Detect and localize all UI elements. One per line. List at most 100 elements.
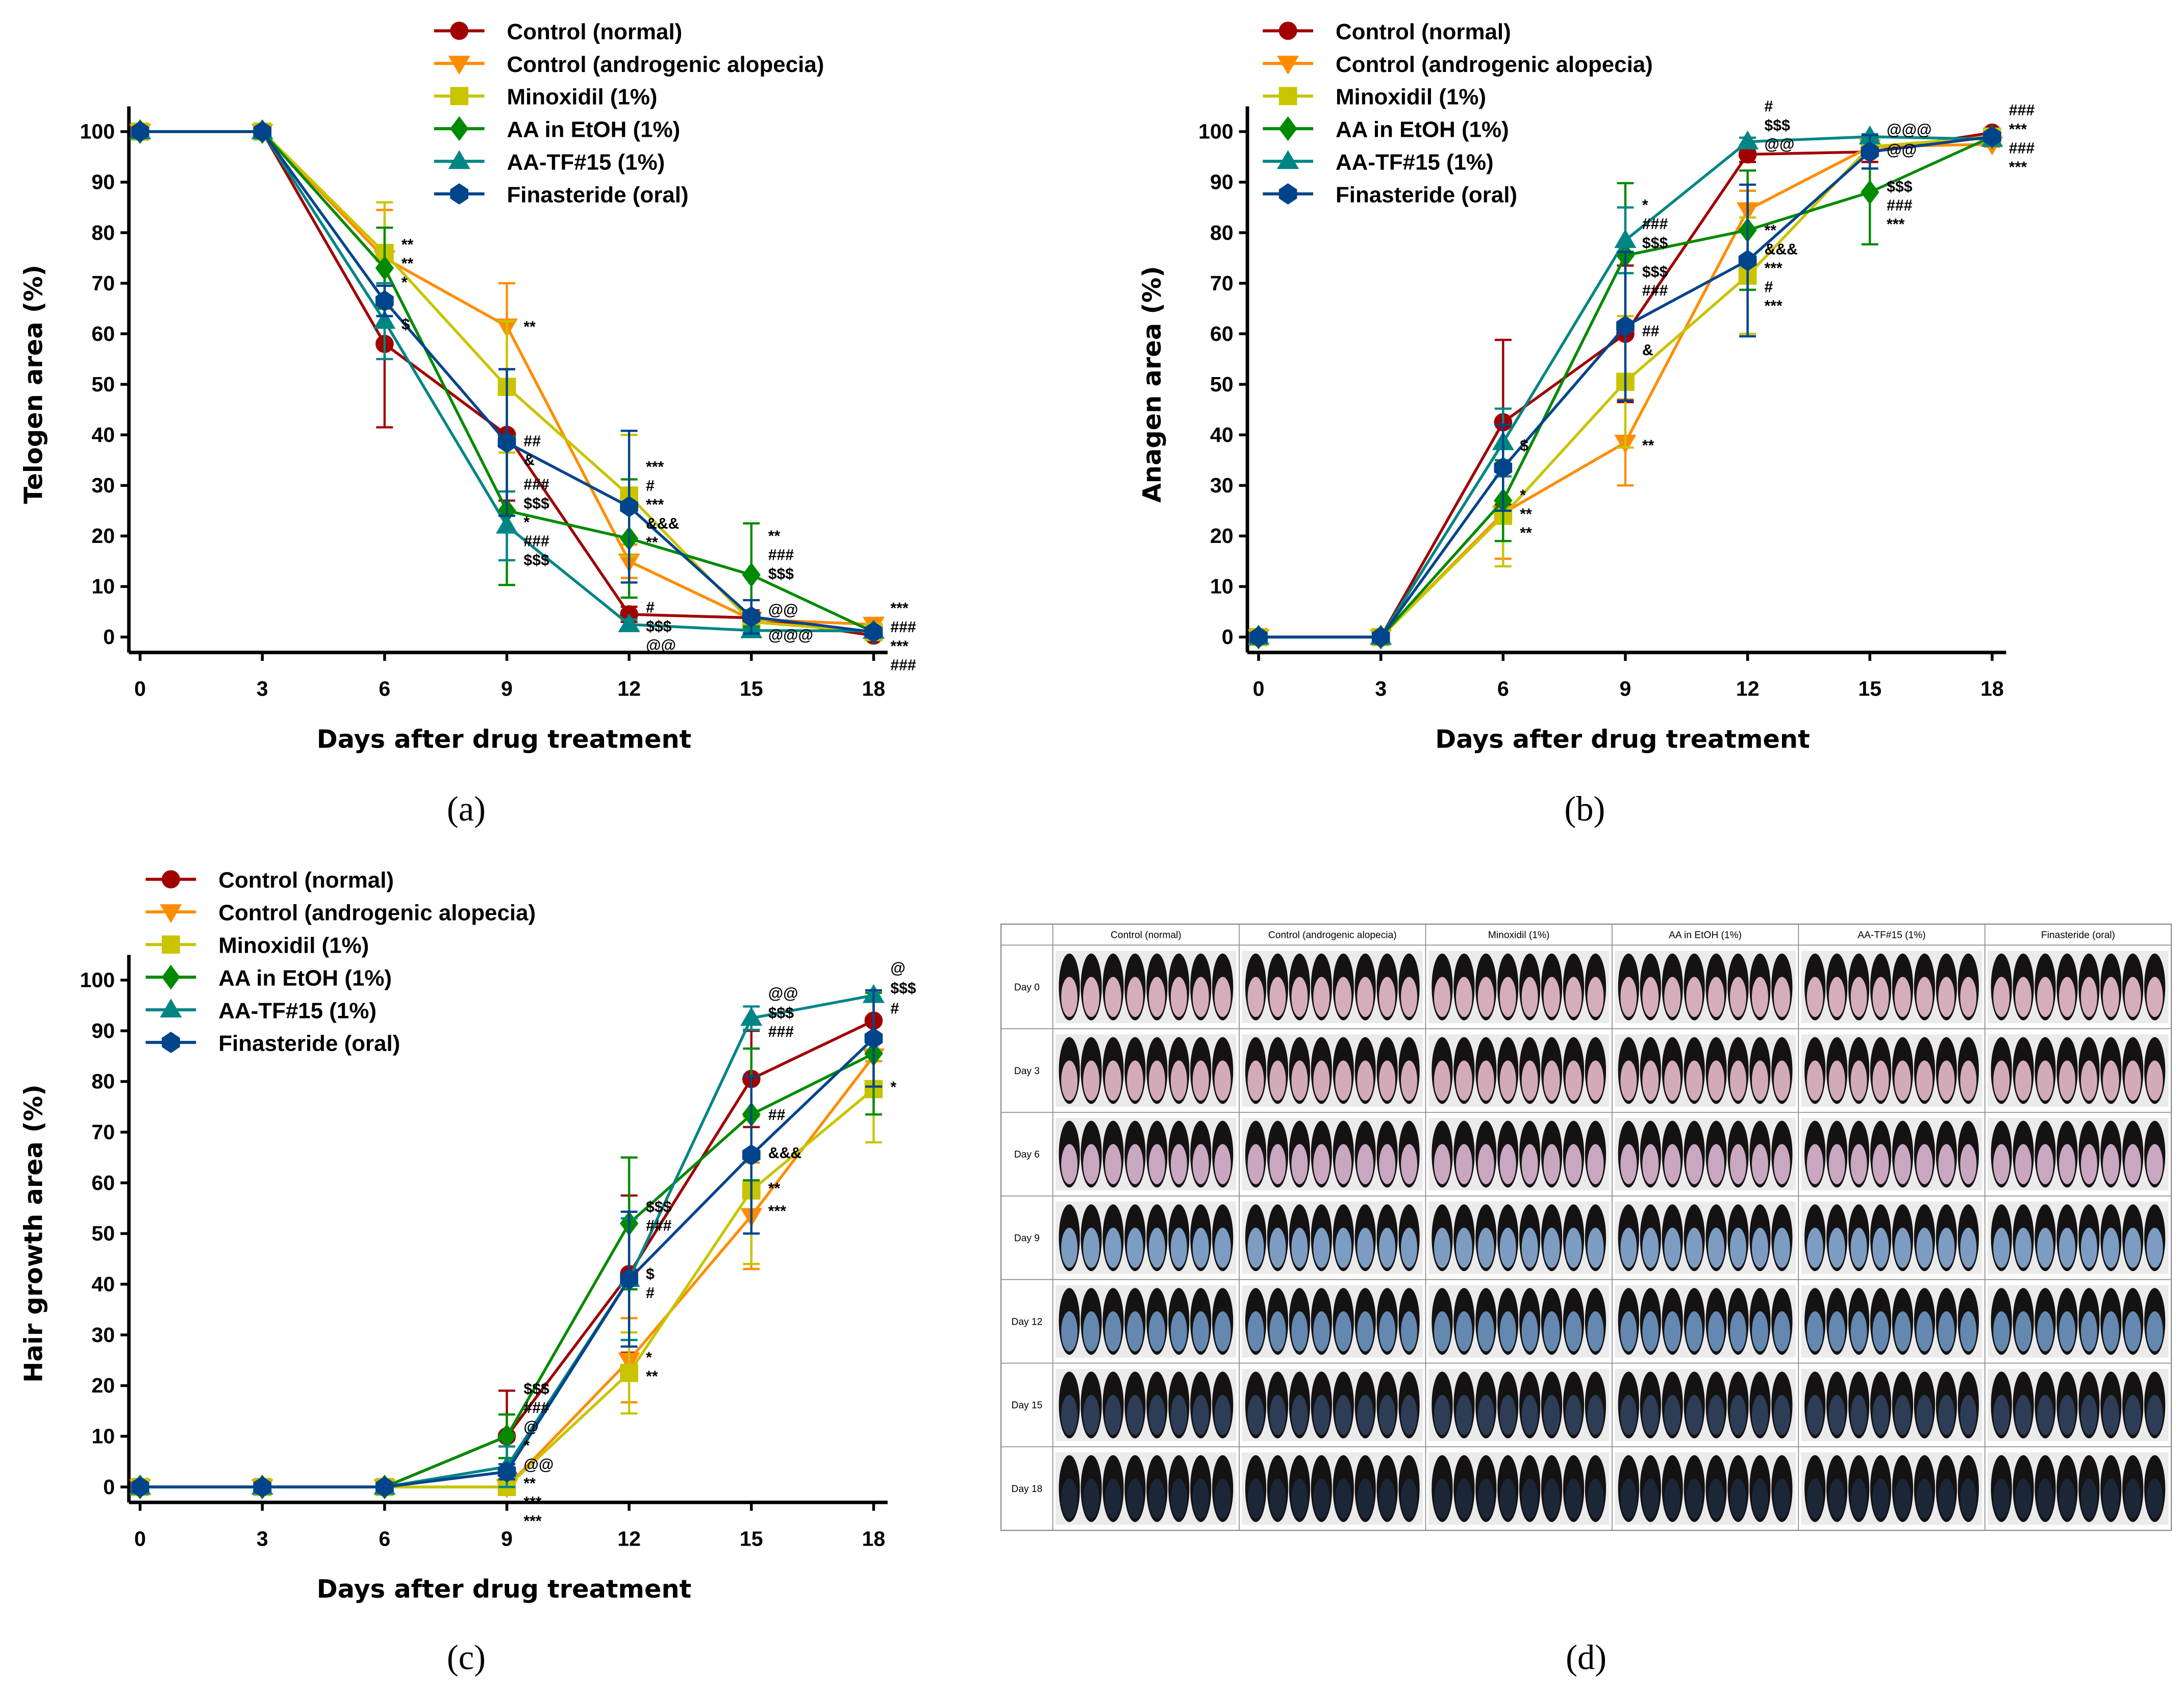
mouse-head bbox=[1854, 1037, 1863, 1049]
significance-annotation: ### bbox=[2009, 102, 2035, 119]
mouse-dorsal-skin bbox=[1543, 1478, 1560, 1519]
mouse-dorsal-skin bbox=[1938, 977, 1955, 1017]
mouse-dorsal-skin bbox=[1872, 1478, 1889, 1519]
mouse-dorsal-skin bbox=[1313, 977, 1330, 1017]
mouse-dorsal-skin bbox=[1313, 1228, 1330, 1268]
legend-item: Minoxidil (1%) bbox=[145, 933, 369, 958]
mouse-dorsal-skin bbox=[1938, 1060, 1955, 1101]
mouse-dorsal-skin bbox=[1938, 1228, 1955, 1268]
mouse-dorsal-skin bbox=[1916, 977, 1933, 1017]
y-tick-label: 30 bbox=[1210, 474, 1234, 497]
legend-item: Control (normal) bbox=[1263, 19, 1511, 44]
data-point bbox=[620, 496, 638, 517]
mouse-head bbox=[1734, 1288, 1743, 1300]
mouse-head bbox=[2041, 1455, 2050, 1467]
mouse-dorsal-skin bbox=[1499, 1311, 1516, 1352]
mouse-dorsal-skin bbox=[1477, 1060, 1494, 1101]
x-tick-label: 0 bbox=[1253, 677, 1265, 701]
mouse-dorsal-skin bbox=[1543, 1060, 1560, 1101]
mouse-dorsal-skin bbox=[1126, 1478, 1143, 1519]
mouse-dorsal-skin bbox=[2146, 977, 2163, 1017]
mouse-head bbox=[1383, 1455, 1392, 1467]
mouse-dorsal-skin bbox=[2059, 1228, 2075, 1268]
mouse-dorsal-skin bbox=[1587, 1228, 1604, 1268]
mouse-head bbox=[1251, 1455, 1260, 1467]
mouse-head bbox=[1777, 1455, 1787, 1467]
mouse-head bbox=[1898, 1121, 1907, 1132]
data-point bbox=[1614, 229, 1637, 248]
significance-annotation: @@ bbox=[646, 637, 676, 654]
mouse-head bbox=[1624, 1121, 1633, 1132]
mouse-head bbox=[1964, 1288, 1973, 1300]
mouse-head bbox=[1997, 1121, 2006, 1132]
mouse-dorsal-skin bbox=[2124, 1311, 2141, 1352]
mouse-head bbox=[2150, 1121, 2159, 1132]
mouse-head bbox=[1876, 1288, 1885, 1300]
data-point bbox=[497, 1461, 516, 1483]
mouse-dorsal-skin bbox=[1499, 1478, 1516, 1519]
mouse-head bbox=[1404, 1037, 1414, 1049]
mouse-head bbox=[1920, 1204, 1929, 1216]
mouse-head bbox=[1591, 1204, 1600, 1216]
mouse-dorsal-skin bbox=[2015, 1478, 2032, 1519]
legend-label: AA in EtOH (1%) bbox=[218, 965, 392, 990]
mouse-dorsal-skin bbox=[1335, 1478, 1352, 1519]
legend-marker bbox=[1278, 87, 1297, 106]
significance-annotation: &&& bbox=[646, 515, 679, 532]
mouse-head bbox=[2150, 1455, 2159, 1467]
y-tick-label: 30 bbox=[91, 474, 115, 497]
y-tick-label: 40 bbox=[91, 1273, 115, 1296]
data-point bbox=[1737, 130, 1759, 150]
mouse-head bbox=[1295, 1121, 1304, 1132]
mouse-head bbox=[1777, 1037, 1787, 1049]
x-tick-label: 6 bbox=[1497, 677, 1509, 701]
mouse-photo bbox=[1242, 1117, 1423, 1190]
mouse-head bbox=[1196, 1037, 1205, 1049]
significance-annotation: * bbox=[523, 514, 530, 531]
mouse-head bbox=[1196, 1371, 1205, 1383]
mouse-dorsal-skin bbox=[1192, 1395, 1209, 1435]
chart-anagen-area: 0 10 20 30 40 50 60 70 80 90 100 0 3 6 9 12 15 18 Days aft… bbox=[1137, 19, 2035, 828]
mouse-head bbox=[1690, 1121, 1699, 1132]
legend-label: Minoxidil (1%) bbox=[218, 933, 369, 958]
mouse-dorsal-skin bbox=[1960, 1060, 1977, 1101]
mouse-dorsal-skin bbox=[1477, 1478, 1494, 1519]
mouse-dorsal-skin bbox=[1499, 1060, 1516, 1101]
column-header: AA-TF#15 (1%) bbox=[1857, 930, 1925, 940]
significance-annotation: $$$ bbox=[1765, 117, 1791, 134]
mouse-head bbox=[1131, 1037, 1140, 1049]
mouse-head bbox=[1152, 1288, 1162, 1300]
mouse-dorsal-skin bbox=[1434, 977, 1450, 1017]
mouse-head bbox=[2063, 1455, 2072, 1467]
mouse-dorsal-skin bbox=[1455, 1228, 1472, 1268]
mouse-dorsal-skin bbox=[1806, 1144, 1823, 1184]
mouse-dorsal-skin bbox=[1565, 977, 1582, 1017]
mouse-head bbox=[1482, 1121, 1491, 1132]
mouse-head bbox=[1295, 1371, 1304, 1383]
mouse-head bbox=[1646, 1121, 1655, 1132]
significance-annotation: ## bbox=[1642, 323, 1660, 340]
y-tick-label: 40 bbox=[1210, 423, 1234, 446]
mouse-dorsal-skin bbox=[1806, 1311, 1823, 1352]
mouse-head bbox=[1460, 1288, 1469, 1300]
mouse-dorsal-skin bbox=[1620, 1478, 1637, 1519]
mouse-dorsal-skin bbox=[1521, 1311, 1538, 1352]
mouse-photo bbox=[1428, 1034, 1610, 1107]
mouse-head bbox=[2150, 1371, 2159, 1383]
mouse-dorsal-skin bbox=[1664, 1478, 1681, 1519]
mouse-dorsal-skin bbox=[1061, 1228, 1078, 1268]
mouse-dorsal-skin bbox=[2015, 1060, 2032, 1101]
mouse-dorsal-skin bbox=[2146, 1060, 2163, 1101]
mouse-head bbox=[1668, 1455, 1677, 1467]
mouse-head bbox=[1482, 1037, 1491, 1049]
mouse-head bbox=[1317, 1455, 1326, 1467]
mouse-dorsal-skin bbox=[1938, 1311, 1955, 1352]
mouse-dorsal-skin bbox=[2146, 1478, 2163, 1519]
mouse-head bbox=[1624, 1455, 1633, 1467]
mouse-photo bbox=[1615, 1201, 1796, 1274]
data-point bbox=[497, 432, 516, 453]
mouse-head bbox=[2085, 1121, 2094, 1132]
x-tick-label: 6 bbox=[379, 677, 390, 701]
mouse-head bbox=[1964, 953, 1973, 965]
mouse-dorsal-skin bbox=[2059, 1478, 2075, 1519]
